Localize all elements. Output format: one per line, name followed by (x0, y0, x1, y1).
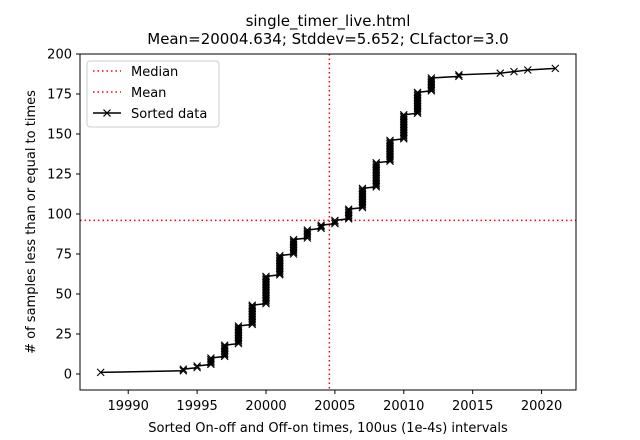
data-point (372, 160, 381, 169)
data-point (303, 227, 312, 236)
data-point (193, 362, 202, 370)
data-point (262, 274, 270, 282)
x-axis-label: Sorted On-off and Off-on times, 100us (1… (148, 421, 508, 436)
data-point (220, 342, 229, 351)
data-point (358, 187, 367, 196)
data-point (234, 322, 243, 330)
y-tick-label: 150 (47, 128, 72, 143)
legend-data-label: Sorted data (131, 107, 207, 122)
data-point (275, 253, 284, 262)
plot-area (80, 54, 576, 390)
data-point (399, 112, 408, 121)
legend-median-label: Median (131, 65, 178, 80)
data-point (386, 138, 394, 146)
y-tick-label: 125 (47, 168, 72, 183)
data-point (179, 366, 188, 375)
chart-subtitle: Mean=20004.634; Stddev=5.652; CLfactor=3… (147, 30, 508, 48)
y-tick-label: 200 (47, 48, 72, 63)
legend-box (86, 60, 220, 128)
x-tick-label: 20000 (245, 399, 286, 414)
data-point (399, 114, 408, 122)
data-point (303, 229, 312, 238)
data-point (344, 205, 353, 214)
x-tick-label: 20020 (521, 399, 562, 414)
data-point (330, 216, 339, 225)
data-point (248, 302, 257, 311)
data-point (289, 237, 298, 246)
x-tick-label: 19990 (108, 399, 149, 414)
y-tick-label: 50 (55, 288, 72, 303)
data-point (551, 64, 560, 73)
y-tick-label: 175 (47, 88, 72, 103)
data-point (275, 254, 284, 263)
data-point (179, 365, 188, 374)
data-point (523, 66, 532, 74)
y-tick-label: 75 (55, 248, 72, 263)
x-tick-label: 20010 (383, 399, 424, 414)
data-point (413, 90, 422, 98)
data-point (510, 67, 518, 76)
data-point (330, 219, 339, 228)
y-tick-label: 25 (55, 328, 72, 343)
data-point (372, 162, 381, 170)
data-point (248, 301, 257, 310)
data-point (96, 368, 105, 377)
y-tick-label: 100 (47, 208, 72, 223)
x-tick-label: 20015 (452, 399, 493, 414)
data-point (496, 69, 505, 78)
data-point (317, 221, 326, 230)
data-point (454, 70, 463, 79)
plot-frame (79, 53, 577, 391)
data-point (220, 344, 229, 353)
data-point (220, 341, 229, 350)
x-tick-label: 20005 (314, 399, 355, 414)
data-point (262, 275, 270, 284)
data-point (372, 158, 381, 167)
x-tick-label: 19995 (176, 399, 217, 414)
data-point (358, 184, 367, 193)
data-point (234, 323, 243, 332)
data-point (317, 224, 326, 233)
data-point (193, 363, 202, 372)
legend: Median Mean Sorted data (86, 60, 220, 128)
data-point (303, 226, 312, 234)
y-axis-label: # of samples less than or equal to times (24, 90, 39, 354)
legend-data-marker (103, 109, 111, 117)
data-point (427, 77, 436, 86)
data-point (248, 304, 257, 313)
data-point (289, 235, 298, 244)
data-point (413, 91, 422, 100)
data-point (206, 354, 215, 362)
legend-mean-label: Mean (131, 86, 166, 101)
data-point (289, 238, 298, 247)
data-point (317, 222, 326, 231)
data-point (206, 357, 215, 366)
axis-ticks: 19990 19995 20000 20005 20010 20015 20020 0 25 50… (47, 48, 562, 415)
series-markers (96, 64, 560, 377)
chart-title: single_timer_live.html (246, 12, 411, 31)
data-point (262, 272, 270, 281)
data-point (344, 208, 353, 217)
data-point (427, 74, 436, 82)
data-point (275, 251, 284, 260)
data-point (427, 75, 436, 84)
data-point (206, 355, 215, 364)
data-point (330, 218, 339, 226)
data-point (234, 325, 243, 334)
data-point (358, 186, 367, 194)
data-point (413, 88, 422, 97)
data-point (399, 110, 408, 119)
data-point (344, 206, 353, 215)
y-tick-label: 0 (64, 368, 72, 383)
data-point (386, 136, 394, 145)
data-point (386, 139, 394, 148)
data-point (454, 72, 463, 81)
